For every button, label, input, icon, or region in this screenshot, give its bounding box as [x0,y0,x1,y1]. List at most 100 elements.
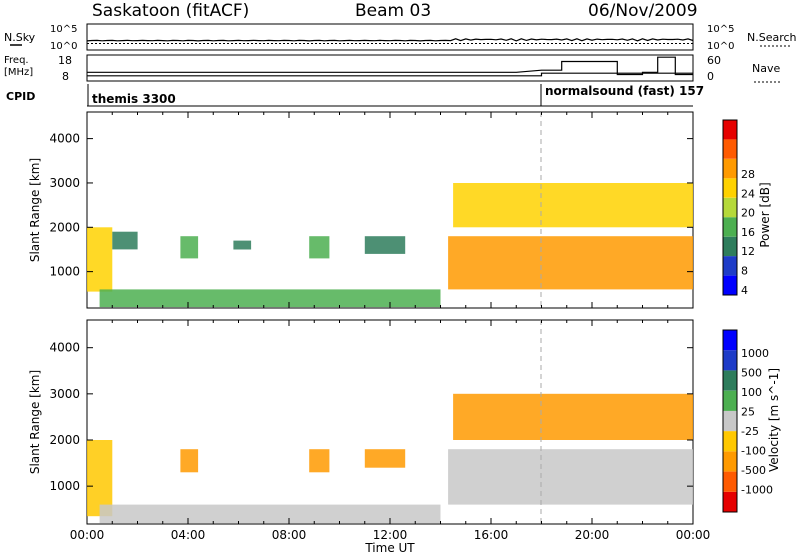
echo-region [87,440,113,517]
echo-region [99,504,441,524]
echo-region [180,236,199,259]
velocity-axes: 1000 2000 3000 4000 [49,320,694,524]
range-tick-label: 1000 [49,265,80,279]
noise-tick-left-bottom: 10^0 [50,41,77,52]
colorbar-swatch [723,471,737,492]
colorbar-swatch [723,256,737,276]
noise-tick-right-bottom: 10^0 [707,41,734,52]
colorbar-swatch [723,178,737,198]
colorbar-swatch [723,120,737,140]
colorbar-swatch [723,275,737,295]
colorbar-tick-label: 28 [741,168,755,181]
echo-region [87,227,113,292]
echo-region [448,236,693,290]
echo-region [112,231,138,250]
freq-tick-bottom: 8 [62,70,69,83]
colorbar-swatch [723,451,737,472]
colorbar-swatch [723,236,737,257]
echo-region [364,236,406,254]
nave-tick-top: 60 [707,54,721,67]
colorbar-swatch [723,217,737,237]
velocity-colorbar-label: Velocity [m s^-1] [767,368,781,472]
colorbar-tick-label: 100 [741,386,762,399]
colorbar-swatch [723,431,737,452]
colorbar-swatch [723,390,737,411]
colorbar-tick-label: 16 [741,226,755,239]
noise-series-group [86,38,694,44]
colorbar-tick-label: 12 [741,245,755,258]
echo-region [180,449,199,473]
echo-region [309,236,330,259]
echo-region [309,449,330,473]
date-title: 06/Nov/2009 [588,1,698,21]
station-title: Saskatoon (fitACF) [92,1,249,21]
colorbar-swatch [723,330,737,351]
nave-label: Nave [752,62,780,75]
echo-region [99,289,441,308]
echo-region [233,240,252,250]
noise-panel-frame [86,23,694,51]
velocity-colorbar: 1000 500 100 25 -25 -100 -500 -1000 [722,329,773,513]
freq-unit: [MHz] [4,67,33,78]
echo-region [448,449,693,505]
nsky-series-line [86,38,694,42]
cpid-label: CPID [6,90,35,103]
colorbar-tick-label: 1000 [741,347,769,360]
colorbar-tick-label: 25 [741,406,755,419]
nsearch-label: N.Search [747,31,797,44]
cpid-mode-2: normalsound (fast) 157 [545,84,704,98]
colorbar-tick-label: -500 [741,464,766,477]
velocity-echo-cells [87,393,693,524]
colorbar-swatch [723,370,737,391]
time-tick-label: 20:00 [575,528,610,542]
range-tick-label: 4000 [49,341,80,355]
time-tick-label: 08:00 [272,528,307,542]
nave-tick-bottom: 0 [707,70,714,83]
power-echo-cells [87,183,693,308]
range-tick-label: 3000 [49,176,80,190]
colorbar-tick-label: 8 [741,265,748,278]
echo-region [453,183,693,228]
colorbar-tick-label: -1000 [741,484,773,497]
freq-series-line [87,72,693,77]
colorbar-frame [722,329,738,513]
time-axis-ticks: 00:00 04:00 08:00 12:00 16:00 20:00 00:00 [70,528,711,542]
colorbar-swatch [723,491,737,512]
colorbar-tick-label: 500 [741,367,762,380]
noise-tick-right-top: 10^5 [707,24,734,35]
time-axis-label: Time UT [364,541,415,554]
range-tick-label: 1000 [49,479,80,493]
range-tick-label: 2000 [49,433,80,447]
colorbar-swatch [723,350,737,371]
power-ylabel: Slant Range [km] [28,158,42,262]
cpid-mode-1: themis 3300 [92,92,176,106]
time-tick-label: 04:00 [171,528,206,542]
nsky-label: N.Sky [4,31,36,44]
echo-region [364,449,406,468]
colorbar-tick-label: 24 [741,187,755,200]
colorbar-tick-label: 4 [741,284,748,297]
power-colorbar-label: Power [dB] [758,182,772,247]
nave-series-line [87,56,693,76]
colorbar-swatch [723,197,737,218]
echo-region [453,393,693,440]
freq-tick-top: 18 [58,54,72,67]
time-tick-label: 12:00 [373,528,408,542]
power-colorbar: 28 24 20 16 12 8 4 [722,119,755,297]
colorbar-swatch [723,139,737,159]
colorbar-swatch [723,410,737,432]
range-tick-label: 3000 [49,387,80,401]
freq-series-group [87,56,693,77]
time-tick-label: 16:00 [474,528,509,542]
power-axes: 1000 2000 3000 4000 [49,112,694,308]
time-tick-label: 00:00 [676,528,711,542]
noise-tick-left-top: 10^5 [50,24,77,35]
colorbar-tick-label: -100 [741,445,766,458]
freq-panel-frame [86,54,694,82]
freq-label: Freq. [4,55,29,66]
range-tick-label: 2000 [49,220,80,234]
velocity-ylabel: Slant Range [km] [28,370,42,474]
beam-title: Beam 03 [355,1,431,21]
colorbar-frame [722,119,738,296]
